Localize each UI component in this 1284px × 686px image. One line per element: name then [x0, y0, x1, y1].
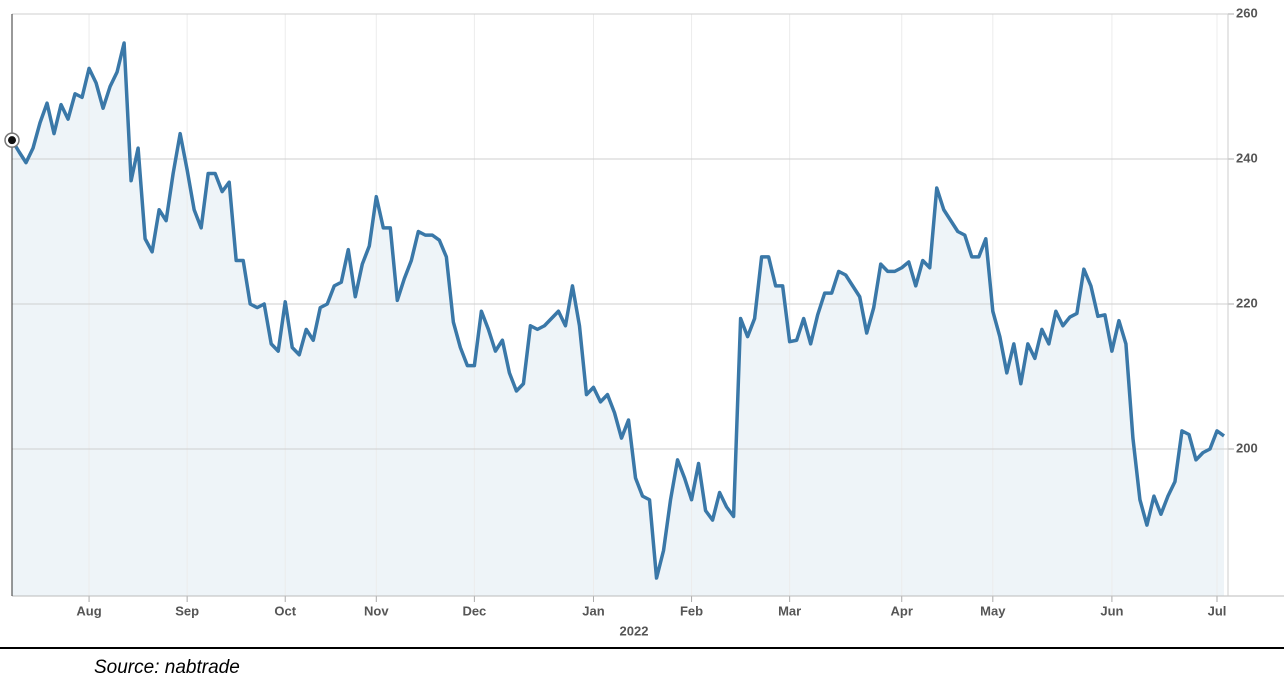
x-tick-label: Dec	[462, 603, 486, 618]
y-tick-label: 240	[1236, 150, 1258, 165]
x-tick-label: Nov	[364, 603, 389, 618]
x-tick-label: Apr	[891, 603, 913, 618]
line	[10, 41, 1226, 580]
y-tick-label: 220	[1236, 295, 1258, 310]
x-tick-label: Jun	[1100, 603, 1123, 618]
year-label: 2022	[620, 623, 649, 638]
area	[12, 43, 1224, 596]
x-tick-label: May	[980, 603, 1006, 618]
hover-marker-dot	[8, 136, 16, 145]
x-tick-label: Mar	[778, 603, 801, 618]
x-tick-label: Feb	[680, 603, 703, 618]
source-note: Source: nabtrade	[94, 657, 240, 678]
x-tick-label: Jul	[1208, 603, 1227, 618]
x-tick-label: Sep	[175, 603, 199, 618]
x-tick-label: Aug	[76, 603, 101, 618]
x-tick-label: Jan	[582, 603, 604, 618]
x-tick-label: Oct	[274, 603, 296, 618]
y-tick-label: 200	[1236, 440, 1258, 455]
y-tick-label: 260	[1236, 5, 1258, 20]
